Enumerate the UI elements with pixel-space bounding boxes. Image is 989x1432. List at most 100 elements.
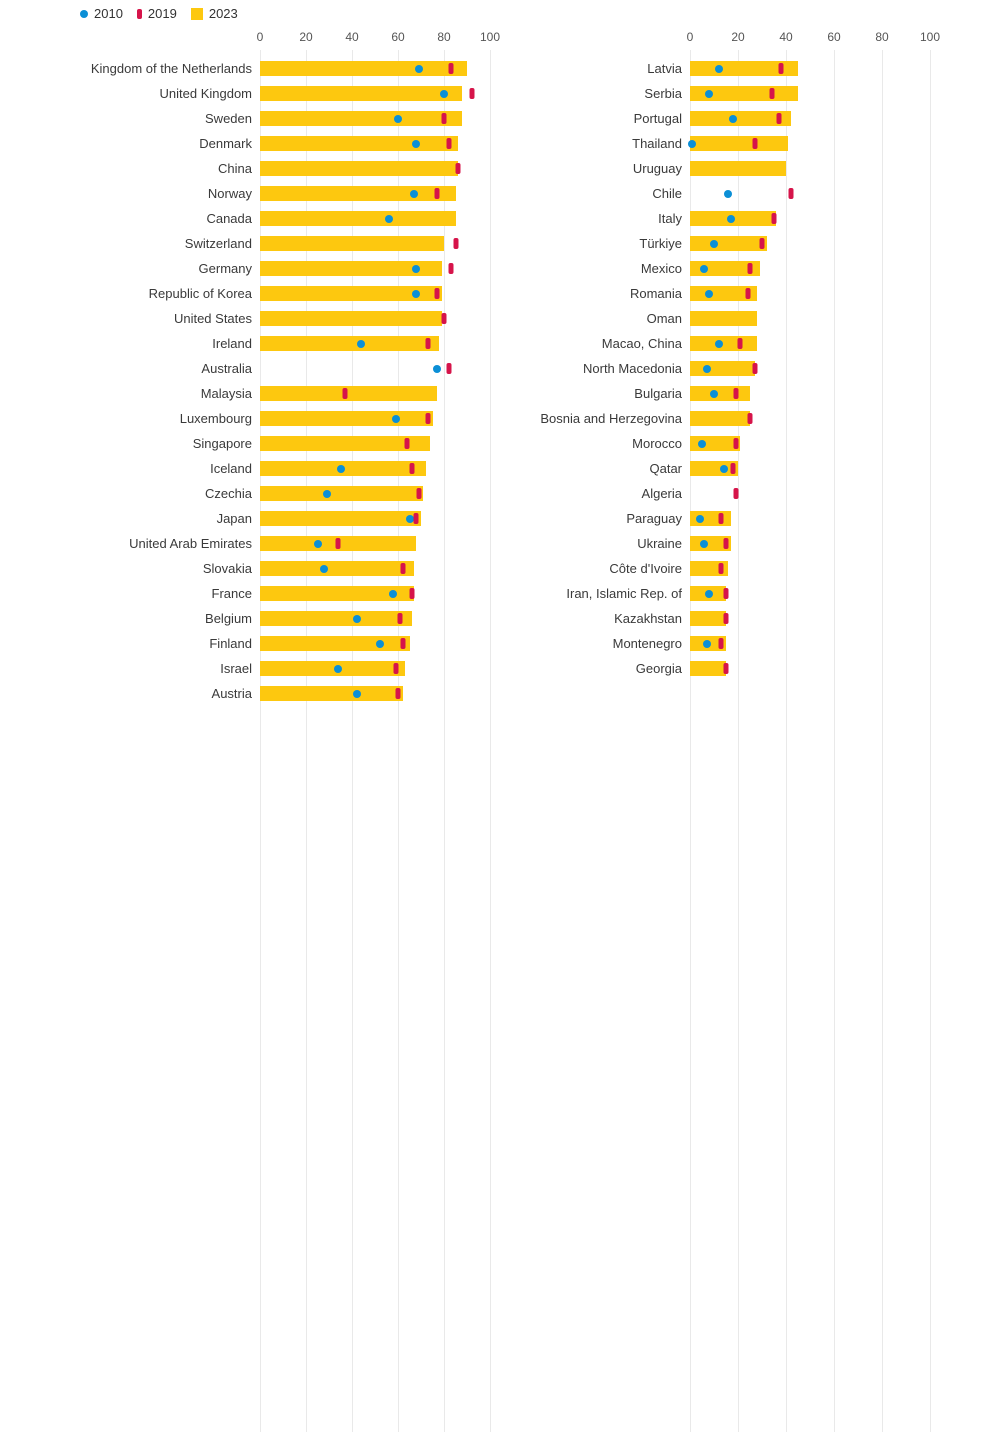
row-label: Austria	[212, 686, 252, 701]
legend-2019-swatch	[137, 9, 142, 19]
row-label: Bosnia and Herzegovina	[540, 411, 682, 426]
mark-2010	[415, 65, 423, 73]
bar-2023	[690, 136, 788, 151]
row-label: Romania	[630, 286, 682, 301]
data-row: Portugal	[690, 108, 930, 133]
data-row: North Macedonia	[690, 358, 930, 383]
rows: Kingdom of the NetherlandsUnited Kingdom…	[260, 58, 490, 708]
mark-2010	[412, 265, 420, 273]
row-label: Denmark	[199, 136, 252, 151]
data-row: Türkiye	[690, 233, 930, 258]
mark-2019	[719, 513, 724, 524]
x-tick-label: 0	[257, 30, 264, 44]
row-label: Germany	[199, 261, 252, 276]
x-tick-label: 100	[480, 30, 500, 44]
data-row: Czechia	[260, 483, 490, 508]
row-label: Macao, China	[602, 336, 682, 351]
row-label: Türkiye	[639, 236, 682, 251]
mark-2010	[412, 290, 420, 298]
row-label: Canada	[206, 211, 252, 226]
mark-2010	[710, 240, 718, 248]
data-row: Kazakhstan	[690, 608, 930, 633]
mark-2010	[334, 665, 342, 673]
data-row: Austria	[260, 683, 490, 708]
legend-2010: 2010	[80, 6, 123, 21]
row-label: Czechia	[205, 486, 252, 501]
gridline	[930, 50, 931, 1432]
row-label: Belgium	[205, 611, 252, 626]
x-tick-label: 80	[437, 30, 450, 44]
bar-2023	[260, 661, 405, 676]
bar-2023	[690, 361, 755, 376]
bar-2023	[260, 611, 412, 626]
mark-2010	[357, 340, 365, 348]
x-tick-label: 60	[391, 30, 404, 44]
x-axis-1: 020406080100	[690, 30, 930, 50]
mark-2019	[442, 313, 447, 324]
row-label: Italy	[658, 211, 682, 226]
data-row: Paraguay	[690, 508, 930, 533]
mark-2010	[440, 90, 448, 98]
rows: LatviaSerbiaPortugalThailandUruguayChile…	[690, 58, 930, 683]
row-label: China	[218, 161, 252, 176]
legend-2010-swatch	[80, 10, 88, 18]
row-label: Malaysia	[201, 386, 252, 401]
data-row: Switzerland	[260, 233, 490, 258]
row-label: Sweden	[205, 111, 252, 126]
mark-2010	[392, 415, 400, 423]
mark-2019	[469, 88, 474, 99]
x-tick-label: 0	[687, 30, 694, 44]
row-label: United Arab Emirates	[129, 536, 252, 551]
row-label: Slovakia	[203, 561, 252, 576]
mark-2019	[733, 488, 738, 499]
mark-2019	[748, 263, 753, 274]
row-label: Latvia	[647, 61, 682, 76]
data-row: Mexico	[690, 258, 930, 283]
data-row: Canada	[260, 208, 490, 233]
bar-2023	[690, 411, 750, 426]
bar-2023	[260, 686, 403, 701]
mark-2019	[769, 88, 774, 99]
bar-2023	[690, 611, 726, 626]
bar-2023	[260, 86, 462, 101]
mark-2010	[700, 540, 708, 548]
row-label: Kazakhstan	[614, 611, 682, 626]
mark-2019	[752, 363, 757, 374]
data-row: Bosnia and Herzegovina	[690, 408, 930, 433]
mark-2019	[733, 438, 738, 449]
mark-2019	[442, 113, 447, 124]
row-label: Serbia	[644, 86, 682, 101]
mark-2010	[353, 615, 361, 623]
legend-2019-label: 2019	[148, 6, 177, 21]
mark-2019	[724, 538, 729, 549]
mark-2019	[336, 538, 341, 549]
mark-2019	[724, 663, 729, 674]
mark-2010	[703, 640, 711, 648]
row-label: Australia	[201, 361, 252, 376]
row-label: Chile	[652, 186, 682, 201]
legend-2010-label: 2010	[94, 6, 123, 21]
row-label: Oman	[647, 311, 682, 326]
mark-2010	[715, 65, 723, 73]
bar-2023	[260, 411, 433, 426]
row-label: Iran, Islamic Rep. of	[566, 586, 682, 601]
bar-2023	[690, 336, 757, 351]
mark-2019	[448, 263, 453, 274]
data-row: Serbia	[690, 83, 930, 108]
row-label: Uruguay	[633, 161, 682, 176]
mark-2010	[703, 365, 711, 373]
data-row: Sweden	[260, 108, 490, 133]
row-label: Paraguay	[626, 511, 682, 526]
mark-2010	[688, 140, 696, 148]
mark-2019	[733, 388, 738, 399]
row-label: Republic of Korea	[149, 286, 252, 301]
legend: 201020192023	[80, 6, 238, 21]
mark-2010	[705, 290, 713, 298]
row-label: Ireland	[212, 336, 252, 351]
data-row: Belgium	[260, 608, 490, 633]
data-row: Republic of Korea	[260, 283, 490, 308]
mark-2019	[409, 588, 414, 599]
data-row: Qatar	[690, 458, 930, 483]
data-row: Germany	[260, 258, 490, 283]
row-label: Qatar	[649, 461, 682, 476]
